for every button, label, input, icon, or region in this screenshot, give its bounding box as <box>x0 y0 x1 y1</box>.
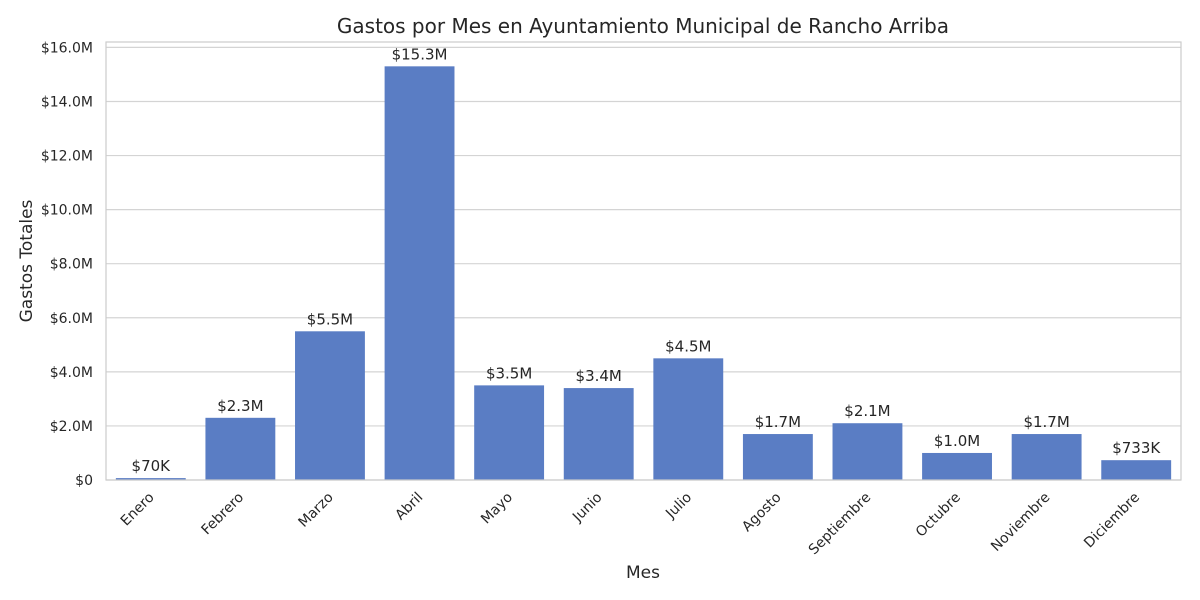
bar <box>295 331 365 480</box>
x-tick-label: Diciembre <box>1081 490 1143 552</box>
x-tick-label: Mayo <box>478 490 516 528</box>
y-axis-label: Gastos Totales <box>17 199 37 322</box>
bar <box>653 358 724 480</box>
data-label: $1.7M <box>1023 413 1069 431</box>
y-tick-label: $10.0M <box>41 203 93 219</box>
x-tick-label: Octubre <box>913 490 964 541</box>
data-label: $2.1M <box>844 402 890 420</box>
bar <box>384 66 455 480</box>
y-tick-label: $12.0M <box>41 149 93 165</box>
x-tick-labels: Enero Febrero Marzo Abril Mayo Junio Julio Agos… <box>118 490 1143 559</box>
data-label: $733K <box>1112 439 1161 457</box>
data-label: $70K <box>132 457 172 475</box>
y-tick-label: $8.0M <box>50 257 93 273</box>
y-tick-labels: $0 $2.0M $4.0M $6.0M $8.0M $10.0M $12.0M $14.0M… <box>41 40 93 489</box>
data-label: $15.3M <box>392 45 448 63</box>
x-tick-label: Junio <box>569 490 605 526</box>
plot-frame <box>105 41 1182 481</box>
bar <box>832 423 903 480</box>
y-tick-label: $2.0M <box>50 419 93 435</box>
x-tick-label: Marzo <box>296 490 337 531</box>
y-tick-label: $6.0M <box>50 311 93 327</box>
bar <box>742 434 813 480</box>
bar <box>1101 460 1172 480</box>
x-tick-label: Enero <box>118 490 158 530</box>
data-label: $4.5M <box>665 337 711 355</box>
x-axis-label: Mes <box>626 563 660 583</box>
bar <box>205 417 276 480</box>
x-tick-label: Agosto <box>739 490 785 536</box>
bar <box>922 452 992 480</box>
data-label: $5.5M <box>307 310 353 328</box>
x-tick-label: Abril <box>392 490 426 524</box>
data-label: $1.7M <box>755 413 801 431</box>
y-tick-label: $16.0M <box>41 40 93 56</box>
data-label: $3.5M <box>486 364 532 382</box>
x-tick-label: Febrero <box>199 490 248 539</box>
x-tick-label: Septiembre <box>806 490 875 559</box>
data-label: $1.0M <box>934 432 980 450</box>
data-label: $3.4M <box>576 367 622 385</box>
bars <box>115 66 1172 480</box>
chart-title: Gastos por Mes en Ayuntamiento Municipal… <box>337 14 949 38</box>
bar <box>1011 434 1082 480</box>
bar <box>563 388 634 480</box>
gridlines <box>106 46 1181 481</box>
bar <box>474 385 545 480</box>
x-tick-label: Noviembre <box>988 490 1053 555</box>
bar <box>115 478 186 480</box>
y-tick-label: $14.0M <box>41 94 93 110</box>
y-tick-label: $4.0M <box>50 365 93 381</box>
y-tick-label: $0 <box>75 473 93 489</box>
data-label: $2.3M <box>217 397 263 415</box>
x-tick-label: Julio <box>662 490 695 523</box>
data-labels: $70K $2.3M $5.5M $15.3M $3.5M $3.4M $4.5M $1.7M… <box>132 45 1162 475</box>
